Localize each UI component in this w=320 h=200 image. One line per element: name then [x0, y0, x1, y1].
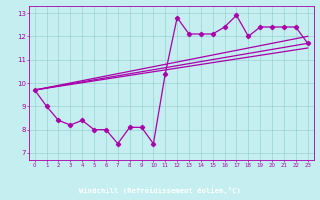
Text: Windchill (Refroidissement éolien,°C): Windchill (Refroidissement éolien,°C)	[79, 188, 241, 194]
